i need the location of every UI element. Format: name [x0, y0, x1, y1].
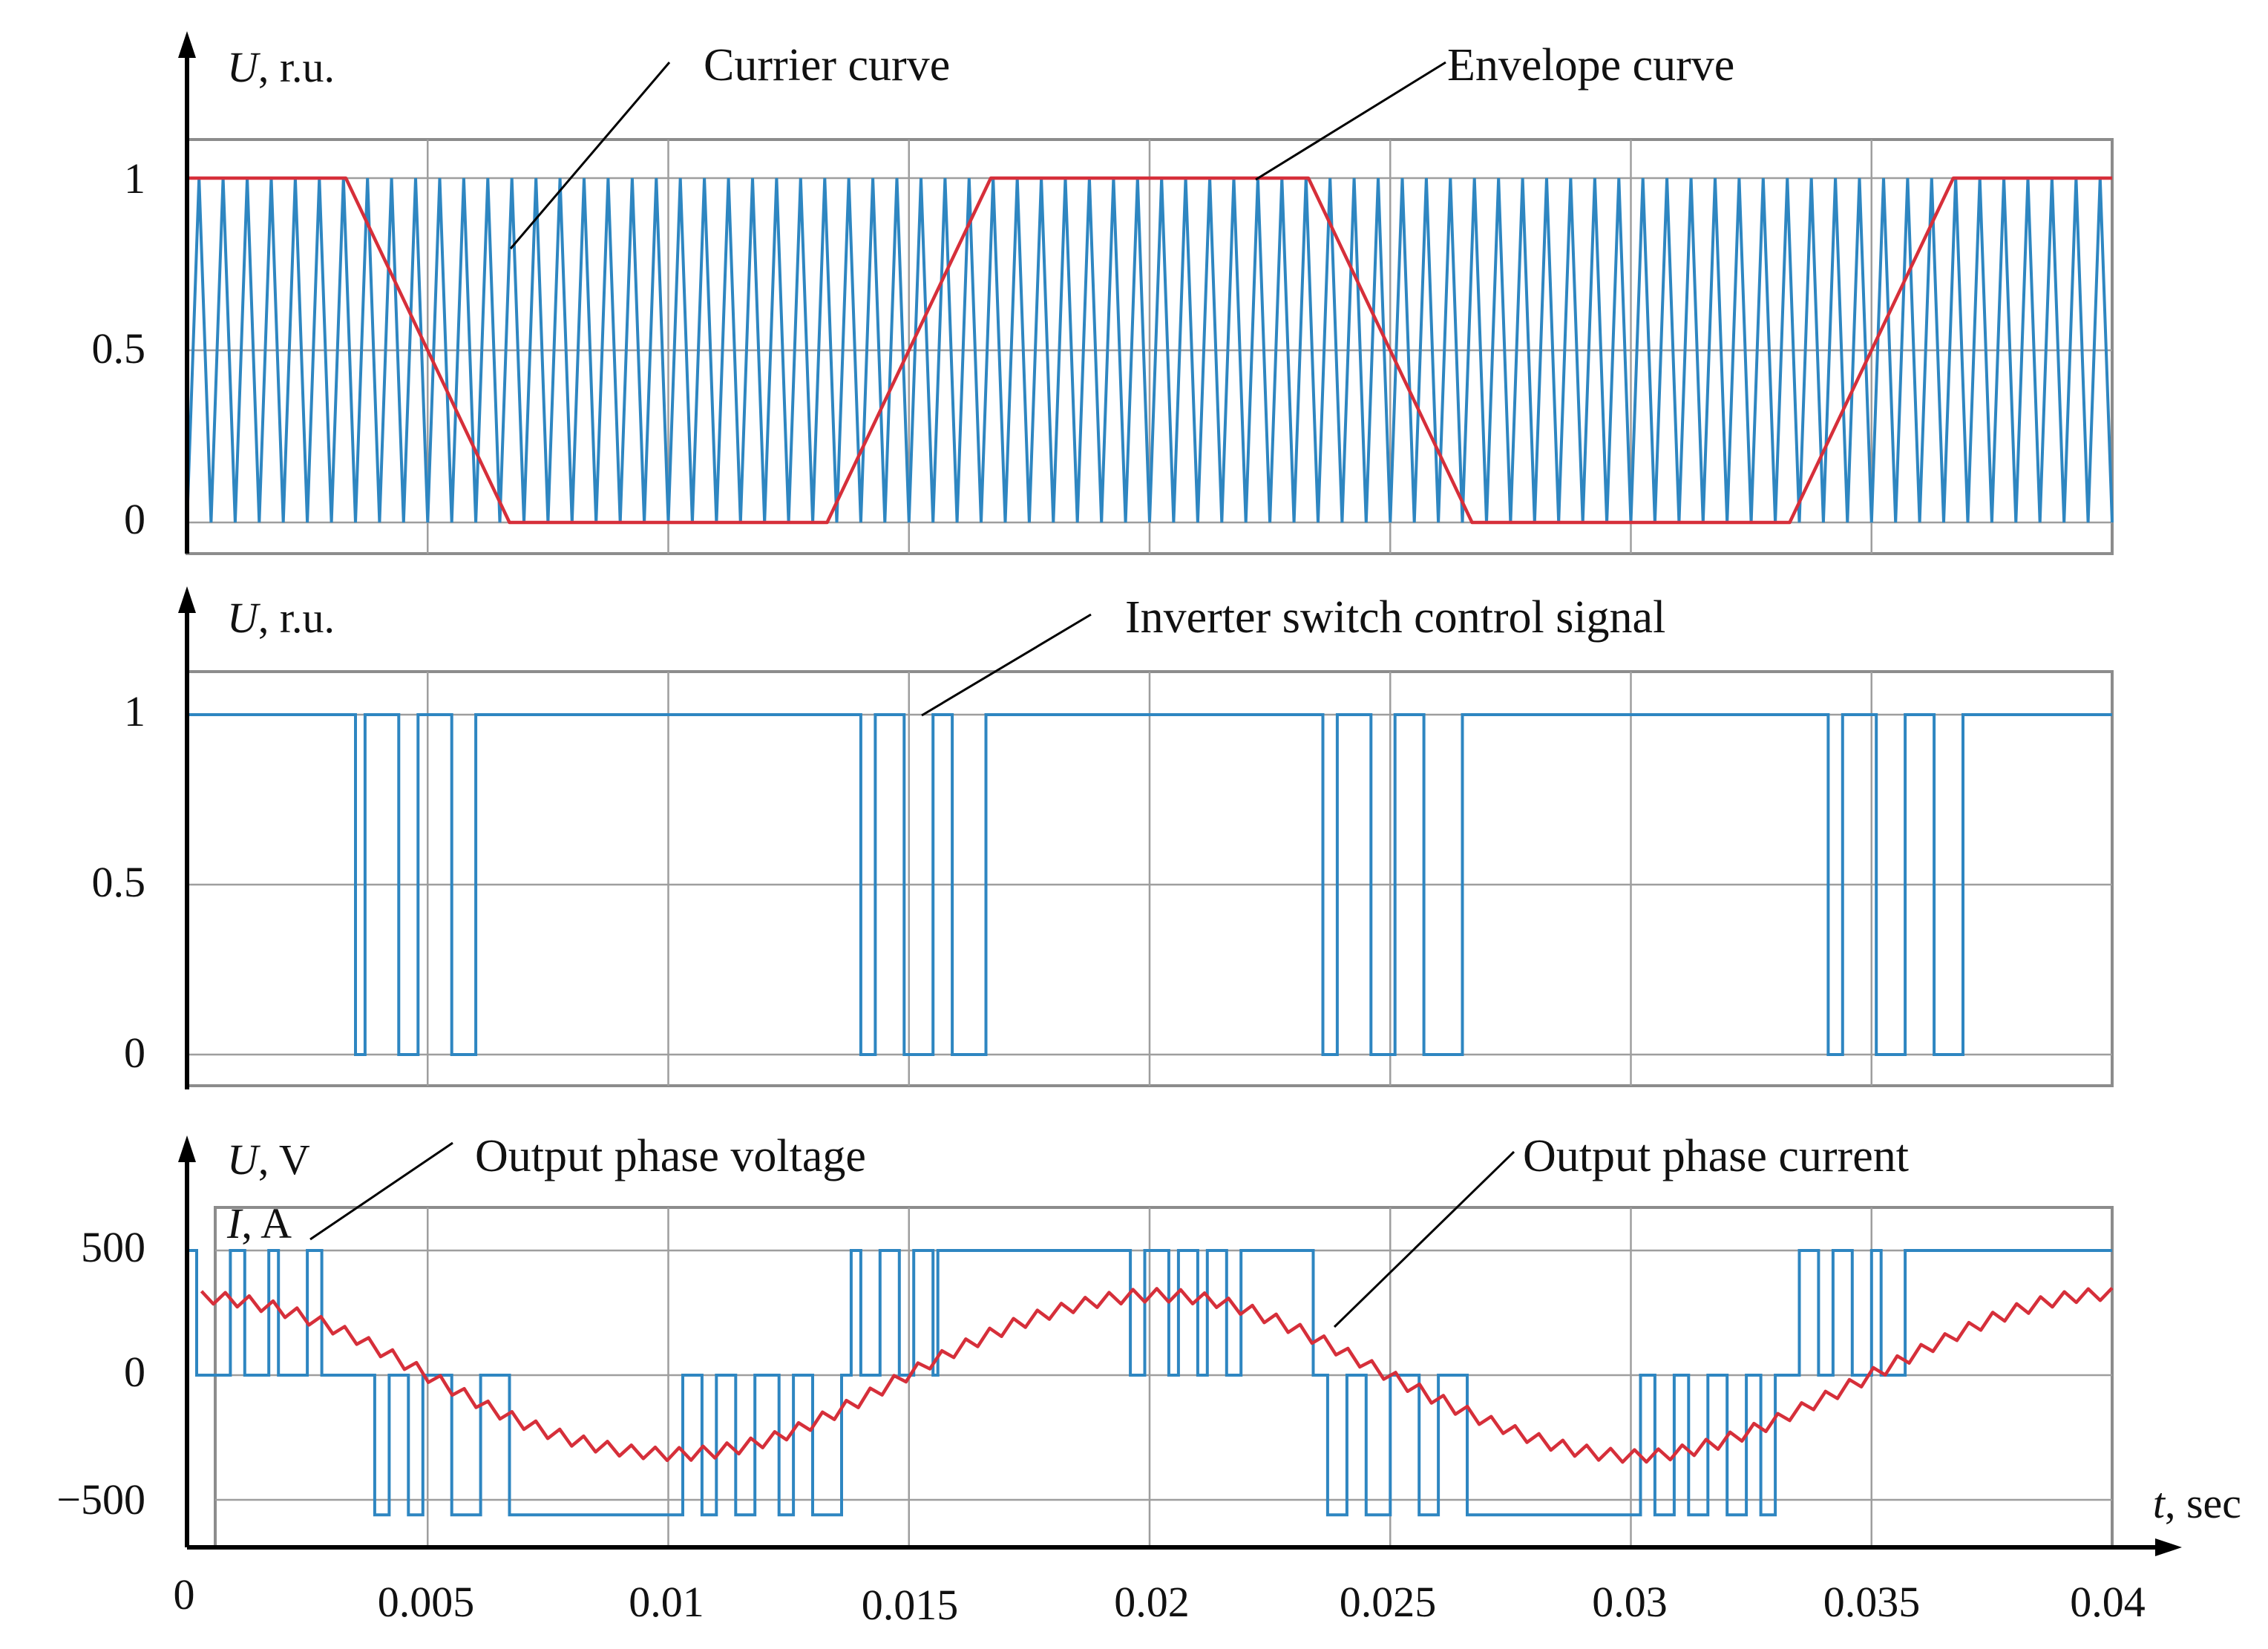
x-tick-7: 0.035 — [1823, 1578, 1921, 1626]
annotation-carrier-curve: Currier curve — [704, 40, 950, 91]
panel-bottom-ylabel2-unit: , A — [241, 1199, 292, 1248]
x-tick-1: 0.005 — [378, 1578, 475, 1626]
annotation-envelope-curve: Envelope curve — [1447, 40, 1734, 91]
x-axis-arrow — [2155, 1538, 2182, 1556]
series-layer — [186, 176, 2114, 1517]
panel-bottom-ytick-1: 0 — [124, 1348, 145, 1396]
x-tick-3: 0.015 — [862, 1581, 959, 1629]
x-tick-0: 0 — [174, 1570, 195, 1619]
leader-output-current — [1333, 1150, 1515, 1328]
annotation-inverter-signal: Inverter switch control signal — [1125, 592, 1665, 643]
series-output-current — [200, 1286, 2114, 1464]
panel-top-ylabel: U, r.u. — [227, 43, 335, 91]
x-tick-6: 0.03 — [1592, 1578, 1668, 1626]
x-axis-label-var: t — [2153, 1479, 2166, 1527]
x-tick-2: 0.01 — [629, 1578, 704, 1626]
panel-middle-ytick-1: 0.5 — [92, 858, 146, 906]
panel-middle-ytick-0: 0 — [124, 1029, 145, 1077]
panel-top-ytick-2: 1 — [124, 154, 145, 203]
panel-bottom-ylabel: U, V — [227, 1135, 310, 1184]
panel-top-ytick-0: 0 — [124, 495, 145, 543]
panel-bottom-ylabel2: I, A — [226, 1199, 292, 1248]
x-tick-4: 0.02 — [1114, 1578, 1190, 1626]
panel-bottom-ylabel2-var: I — [226, 1199, 243, 1248]
panel-bottom-ylabel-var: U — [227, 1135, 261, 1184]
leader-output-voltage — [309, 1141, 453, 1241]
leader-envelope-curve — [1255, 61, 1446, 181]
panel-top-ylabel-unit: , r.u. — [258, 43, 335, 91]
annotation-output-current: Output phase current — [1523, 1131, 1909, 1181]
panel-top-y-arrow — [178, 31, 196, 58]
leader-carrier-curve — [509, 62, 671, 249]
annotation-output-voltage: Output phase voltage — [475, 1131, 866, 1181]
x-axis-label-unit: , sec — [2165, 1479, 2241, 1527]
panel-middle-ytick-2: 1 — [124, 687, 145, 735]
series-inverter-signal — [187, 713, 2112, 1056]
panel-middle-ylabel: U, r.u. — [227, 594, 335, 642]
panel-bottom-frame — [214, 1206, 2114, 1549]
panel-middle-ylabel-var: U — [227, 594, 261, 642]
x-tick-8: 0.04 — [2070, 1578, 2146, 1626]
panel-middle-y-arrow — [178, 586, 196, 613]
panel-top-ylabel-var: U — [227, 43, 261, 91]
series-envelope-curve — [187, 176, 2112, 525]
series-output-voltage — [187, 1249, 2112, 1517]
panel-bottom-ylabel-unit: , V — [258, 1135, 310, 1184]
panel-bottom-ytick-0: −500 — [56, 1475, 145, 1524]
panel-bottom-y-arrow — [178, 1135, 196, 1162]
series-carrier-curve — [186, 177, 2114, 523]
leader-inverter-signal — [921, 613, 1092, 717]
panel-top-ytick-1: 0.5 — [92, 324, 146, 373]
x-tick-5: 0.025 — [1340, 1578, 1437, 1626]
panel-middle-ylabel-unit: , r.u. — [258, 594, 335, 642]
x-axis-label: t, sec — [2153, 1479, 2241, 1527]
panel-bottom-ytick-2: 500 — [81, 1223, 145, 1271]
